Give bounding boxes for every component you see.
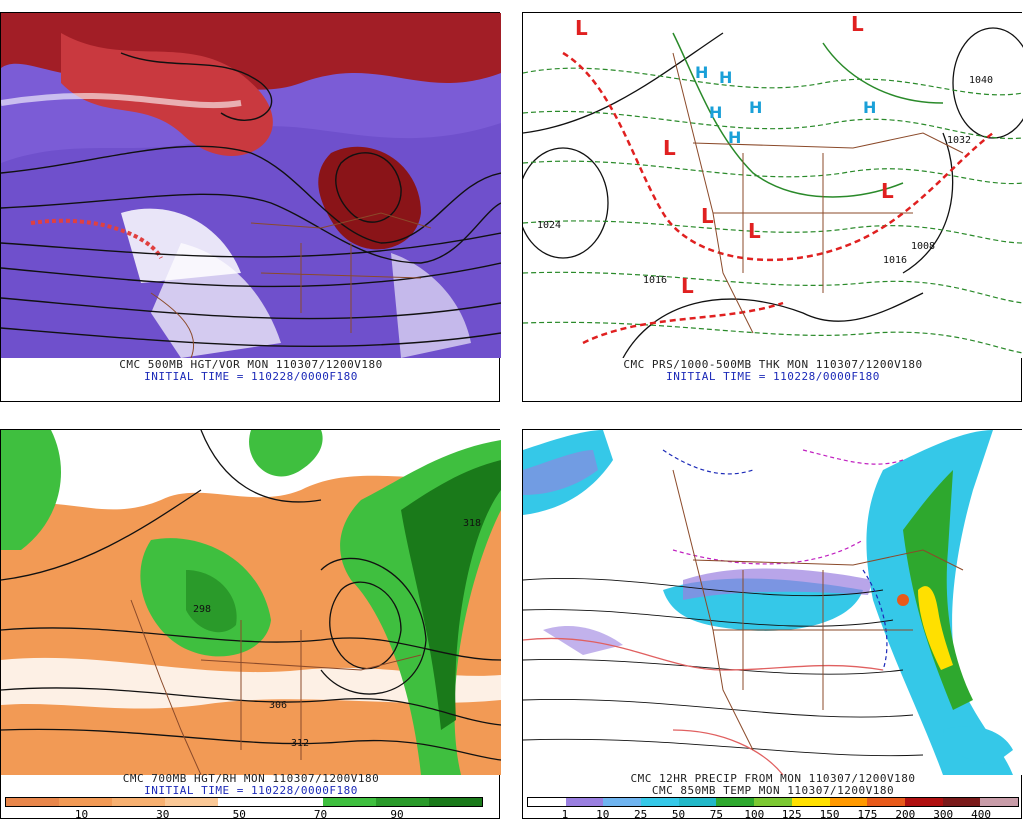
isobar-label: 1024 <box>537 220 561 231</box>
colorbar-tick: 175 <box>857 808 878 821</box>
caption-title: CMC 500MB HGT/VOR MON 110307/1200V180 <box>119 358 383 371</box>
colorbar-swatch <box>565 798 604 806</box>
colorbar-tick: 75 <box>709 808 724 821</box>
caption-initial-time: INITIAL TIME = 110228/0000F180 <box>144 784 358 797</box>
colorbar-tick: 50 <box>671 808 686 821</box>
low-pressure-symbol: L <box>575 16 588 40</box>
caption-initial-time: INITIAL TIME = 110228/0000F180 <box>144 370 358 383</box>
low-pressure-symbol: L <box>701 204 714 228</box>
colorbar-swatch <box>528 798 566 806</box>
isobar-label: 1016 <box>643 275 667 286</box>
colorbar-tick: 70 <box>313 808 328 821</box>
colorbar-swatch <box>641 798 679 806</box>
colorbar-swatch <box>58 798 112 806</box>
high-pressure-symbol: H <box>863 98 876 117</box>
colorbar-tick: 10 <box>74 808 89 821</box>
colorbar-swatch <box>429 798 483 806</box>
caption-initial-time: INITIAL TIME = 110228/0000F180 <box>666 370 880 383</box>
panel-700mb-rh: 306 312 318 298 CMC 700MB HGT/RH MON 110… <box>0 429 501 821</box>
precip-colorbar <box>527 797 1019 807</box>
high-pressure-symbol: H <box>719 68 732 87</box>
colorbar-tick: 150 <box>819 808 840 821</box>
caption-title: CMC 12HR PRECIP FROM MON 110307/1200V180 <box>630 772 916 785</box>
isobar-label: 1032 <box>947 135 971 146</box>
caption-title: CMC 700MB HGT/RH MON 110307/1200V180 <box>122 772 380 785</box>
caption-subtitle: CMC 850MB TEMP MON 110307/1200V180 <box>651 784 895 797</box>
rh-colorbar <box>5 797 483 807</box>
colorbar-tick: 200 <box>895 808 916 821</box>
colorbar-tick: 25 <box>634 808 648 821</box>
panel-precip-850mb-temp: CMC 12HR PRECIP FROM MON 110307/1200V180… <box>522 429 1023 821</box>
colorbar-swatch <box>754 798 792 806</box>
colorbar-tick: 125 <box>781 808 802 821</box>
high-pressure-symbol: H <box>695 63 708 82</box>
colorbar-swatch <box>678 798 717 806</box>
colorbar-swatch <box>603 798 642 806</box>
low-pressure-symbol: L <box>748 219 761 243</box>
isobar-label: 1008 <box>911 241 935 252</box>
colorbar-tick: 50 <box>232 808 246 821</box>
colorbar-swatch <box>323 798 377 806</box>
colorbar-tick: 300 <box>933 808 954 821</box>
low-pressure-symbol: L <box>681 274 694 298</box>
isobar-label: 1040 <box>969 75 993 86</box>
low-pressure-symbol: L <box>663 136 676 160</box>
colorbar-swatch <box>716 798 755 806</box>
colorbar-tick: 10 <box>596 808 610 821</box>
low-pressure-symbol: L <box>881 179 894 203</box>
colorbar-swatch <box>270 798 324 806</box>
colorbar-tick: 100 <box>744 808 765 821</box>
colorbar-tick: 1 <box>561 808 569 821</box>
colorbar-swatch <box>867 798 905 806</box>
low-pressure-symbol: L <box>851 13 864 36</box>
map-pressure-thickness: L L L L L L L H H H H H H 1040 1032 1024… <box>523 13 1023 358</box>
caption-title: CMC PRS/1000-500MB THK MON 110307/1200V1… <box>623 358 923 371</box>
colorbar-swatch <box>980 798 1018 806</box>
colorbar-swatch <box>217 798 271 806</box>
colorbar-swatch <box>791 798 830 806</box>
panel-500mb-vorticity: CMC 500MB HGT/VOR MON 110307/1200V180 IN… <box>0 12 501 402</box>
colorbar-swatch <box>942 798 981 806</box>
colorbar-swatch <box>376 798 430 806</box>
colorbar-swatch <box>904 798 943 806</box>
high-pressure-symbol: H <box>728 128 741 147</box>
height-label: 312 <box>291 738 309 749</box>
high-pressure-symbol: H <box>749 98 762 117</box>
colorbar-tick: 90 <box>390 808 404 821</box>
precip-colorbar-ticks: 1 10 25 50 75 100 125 150 175 200 300 40… <box>527 808 1019 821</box>
isobar-label: 1016 <box>883 255 907 266</box>
colorbar-swatch <box>829 798 868 806</box>
high-pressure-symbol: H <box>709 103 722 122</box>
height-label: 306 <box>269 700 287 711</box>
map-700mb-rh: 306 312 318 298 <box>1 430 501 775</box>
height-label: 318 <box>463 518 481 529</box>
colorbar-tick: 400 <box>971 808 992 821</box>
colorbar-swatch <box>164 798 218 806</box>
panel-pressure-thickness: L L L L L L L H H H H H H 1040 1032 1024… <box>522 12 1023 402</box>
colorbar-swatch <box>111 798 165 806</box>
colorbar-tick: 30 <box>156 808 170 821</box>
map-500mb-vorticity <box>1 13 501 358</box>
colorbar-swatch <box>6 798 59 806</box>
rh-colorbar-ticks: 10 30 50 70 90 <box>5 808 483 821</box>
map-precip-850mb-temp <box>523 430 1023 775</box>
height-label: 298 <box>193 604 211 615</box>
